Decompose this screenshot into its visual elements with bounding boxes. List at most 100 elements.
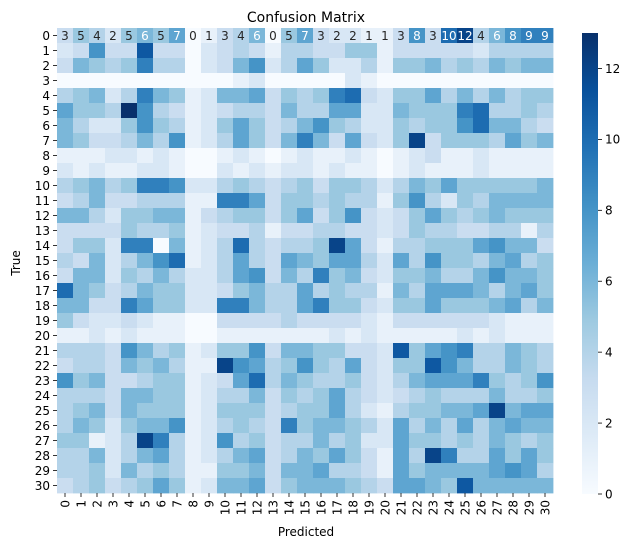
heatmap-cell-3-5: [137, 73, 154, 89]
heatmap-cell-29-28: [505, 463, 522, 479]
heatmap-cell-16-17: [329, 268, 346, 284]
heatmap-cell-12-22: [409, 208, 426, 224]
cell-annotation-0-10: 3: [221, 29, 229, 43]
heatmap-cell-27-25: [457, 433, 474, 449]
heatmap-cell-4-8: [185, 88, 202, 104]
x-tick-label: 2: [90, 500, 104, 508]
heatmap-cell-20-21: [393, 328, 410, 344]
heatmap-cell-20-4: [121, 328, 138, 344]
heatmap-cell-22-1: [73, 358, 90, 374]
heatmap-cell-16-0: [57, 268, 74, 284]
colorbar-tick-label: 4: [605, 345, 613, 359]
heatmap-cell-23-10: [217, 373, 234, 389]
cell-annotation-0-26: 4: [477, 29, 485, 43]
heatmap-cell-28-14: [281, 448, 298, 464]
heatmap-cell-17-12: [249, 283, 266, 299]
heatmap-cell-2-15: [297, 58, 314, 74]
heatmap-cell-19-1: [73, 313, 90, 329]
heatmap-cell-14-28: [505, 238, 522, 254]
heatmap-cell-15-24: [441, 253, 458, 269]
y-axis-title: True: [9, 250, 23, 277]
heatmap-cell-25-21: [393, 403, 410, 419]
heatmap-cell-15-9: [201, 253, 218, 269]
heatmap-cell-25-20: [377, 403, 394, 419]
heatmap-cell-28-16: [313, 448, 330, 464]
heatmap-cell-22-30: [537, 358, 554, 374]
heatmap-cell-4-18: [345, 88, 362, 104]
x-tick-label: 27: [490, 500, 504, 515]
y-tick-label: 12: [35, 209, 50, 223]
heatmap-cell-1-5: [137, 43, 154, 59]
heatmap-cell-15-12: [249, 253, 266, 269]
heatmap-cell-21-25: [457, 343, 474, 359]
heatmap-cell-14-1: [73, 238, 90, 254]
heatmap-cell-10-4: [121, 178, 138, 194]
heatmap-cell-5-1: [73, 103, 90, 119]
heatmap-cell-12-4: [121, 208, 138, 224]
heatmap-cell-29-1: [73, 463, 90, 479]
heatmap-cell-28-29: [521, 448, 538, 464]
heatmap-cell-24-30: [537, 388, 554, 404]
heatmap-cell-24-7: [169, 388, 186, 404]
heatmap-cell-1-8: [185, 43, 202, 59]
heatmap-cell-7-17: [329, 133, 346, 149]
heatmap-cell-7-15: [297, 133, 314, 149]
heatmap-cell-14-25: [457, 238, 474, 254]
heatmap-cell-6-3: [105, 118, 122, 134]
heatmap-cell-2-9: [201, 58, 218, 74]
heatmap-cell-3-21: [393, 73, 410, 89]
heatmap-cell-7-20: [377, 133, 394, 149]
heatmap-cell-5-19: [361, 103, 378, 119]
heatmap-cell-12-23: [425, 208, 442, 224]
heatmap-cell-16-22: [409, 268, 426, 284]
heatmap-cell-21-19: [361, 343, 378, 359]
heatmap-cell-13-17: [329, 223, 346, 239]
heatmap-cell-6-27: [489, 118, 506, 134]
heatmap-cell-9-11: [233, 163, 250, 179]
heatmap-cell-25-28: [505, 403, 522, 419]
heatmap-cell-0-30: [537, 28, 554, 44]
heatmap-cell-24-10: [217, 388, 234, 404]
heatmap-cell-12-27: [489, 208, 506, 224]
heatmap-cell-22-8: [185, 358, 202, 374]
heatmap-cell-3-30: [537, 73, 554, 89]
heatmap-cell-26-28: [505, 418, 522, 434]
x-tick-label: 22: [410, 500, 424, 515]
heatmap-cell-24-29: [521, 388, 538, 404]
heatmap-cell-2-3: [105, 58, 122, 74]
heatmap-cell-15-10: [217, 253, 234, 269]
heatmap-cell-8-25: [457, 148, 474, 164]
heatmap-cell-9-7: [169, 163, 186, 179]
heatmap-cell-27-7: [169, 433, 186, 449]
heatmap-cell-1-27: [489, 43, 506, 59]
heatmap-cell-10-26: [473, 178, 490, 194]
heatmap-cell-22-15: [297, 358, 314, 374]
heatmap-cell-22-25: [457, 358, 474, 374]
heatmap-cell-25-6: [153, 403, 170, 419]
heatmap-cell-10-22: [409, 178, 426, 194]
y-tick-label: 9: [42, 164, 50, 178]
heatmap-cell-25-3: [105, 403, 122, 419]
heatmap-cell-7-8: [185, 133, 202, 149]
heatmap-cell-17-22: [409, 283, 426, 299]
heatmap-cell-11-9: [201, 193, 218, 209]
heatmap-cell-23-13: [265, 373, 282, 389]
heatmap-cell-10-7: [169, 178, 186, 194]
heatmap-cell-5-14: [281, 103, 298, 119]
heatmap-cell-30-3: [105, 478, 122, 494]
heatmap-cell-4-13: [265, 88, 282, 104]
heatmap-cell-1-3: [105, 43, 122, 59]
heatmap-cell-4-12: [249, 88, 266, 104]
heatmap-cell-23-30: [537, 373, 554, 389]
heatmap-cell-12-17: [329, 208, 346, 224]
heatmap-cell-15-27: [489, 253, 506, 269]
x-tick-label: 18: [346, 500, 360, 515]
heatmap-cell-25-8: [185, 403, 202, 419]
heatmap-cell-4-5: [137, 88, 154, 104]
heatmap-cell-22-22: [409, 358, 426, 374]
heatmap-cell-12-12: [249, 208, 266, 224]
heatmap-cell-22-7: [169, 358, 186, 374]
heatmap-cell-10-29: [521, 178, 538, 194]
heatmap-cell-30-23: [425, 478, 442, 494]
heatmap-cell-26-16: [313, 418, 330, 434]
